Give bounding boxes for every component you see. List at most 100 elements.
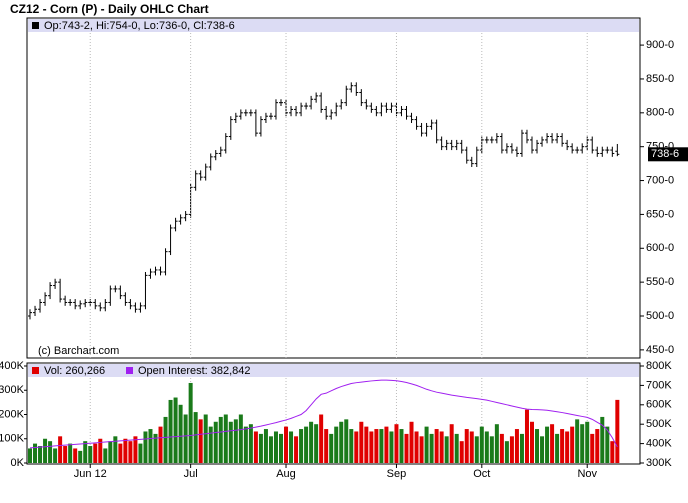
volume-bar [324,429,329,463]
legend-swatch [32,367,39,374]
volume-bar [560,429,565,463]
volume-bar [299,429,304,463]
volume-bar [374,429,379,463]
volume-bar [173,397,178,463]
volume-bar [419,436,424,463]
y-tick-label: 450-0 [646,344,674,356]
volume-bar [519,433,524,463]
y2-tick-label: 600K [646,399,672,411]
volume-bar [108,441,113,463]
volume-bar [394,424,399,463]
volume-bar [228,421,233,463]
volume-bar [138,443,143,463]
volume-bar [258,433,263,463]
volume-bar [304,426,309,463]
volume-bar [88,446,93,463]
volume-bar [38,446,43,463]
volume-bar [128,441,133,463]
volume-bar [314,424,319,463]
volume-bar [439,431,444,463]
y2-tick-label: 800K [646,360,672,372]
volume-bar [570,426,575,463]
y2-tick-label: 700K [646,379,672,391]
volume-bar [449,424,454,463]
annotation: (c) Barchart.com [38,345,119,357]
volume-bar [78,450,83,463]
volume-bar [279,433,283,463]
volume-bar [48,441,53,463]
open-interest-line [29,379,618,449]
price-panel [26,17,641,359]
volume-bar [424,426,429,463]
volume-bar [369,431,374,463]
volume-bar [565,431,570,463]
volume-bar [339,421,344,463]
volume-bar [514,429,519,463]
volume-bar [409,421,414,463]
volume-bar [464,429,469,463]
volume-bar [474,436,479,463]
volume-bar [153,433,158,463]
volume-bar [334,426,339,463]
volume-bar [600,416,605,463]
volume-bar [484,431,489,463]
legend-swatch [126,367,133,374]
volume-bar [469,431,474,463]
legend-label: Open Interest: 382,842 [138,365,251,377]
volume-bar [268,436,273,463]
volume-bar [284,426,289,463]
volume-bar [319,414,324,463]
y-tick-label: 800-0 [646,107,674,119]
volume-bar [203,414,208,463]
legend-swatch [32,22,39,29]
volume-bar [329,433,334,463]
x-tick-label: Oct [473,468,490,480]
volume-bar [53,448,58,463]
x-tick-label: Aug [276,468,296,480]
volume-bar [575,419,580,463]
volume-bar [479,426,484,463]
volume-bar [158,426,163,463]
volume-bar [459,441,464,463]
volume-bar [434,429,439,463]
volume-bar [359,421,364,463]
y-tick-label: 700-0 [646,174,674,186]
y-tick-label: 550-0 [646,276,674,288]
volume-bar [615,399,620,463]
volume-bar [28,448,32,463]
volume-bar [218,416,223,463]
volume-bar [233,419,238,463]
volume-bar [294,436,299,463]
volume-bar [610,441,615,463]
volume-bar [414,431,419,463]
volume-bar [499,433,504,463]
y-tick-label: 200K [0,408,25,420]
legend-label: Vol: 260,266 [44,365,105,377]
volume-bar [605,426,610,463]
volume-bar [33,443,38,463]
volume-bar [540,436,545,463]
volume-bar [454,433,459,463]
last-price-box [648,147,688,162]
volume-bar [208,426,213,463]
volume-bar [273,431,278,463]
volume-bar [113,436,118,463]
volume-bar [118,443,123,463]
volume-bar [143,431,148,463]
volume-bar [535,429,540,463]
volume-bar [504,441,509,463]
volume-bar [198,419,203,463]
y2-tick-label: 500K [646,418,672,430]
volume-bar [68,443,73,463]
volume-bar [585,421,590,463]
x-tick-label: Sep [387,468,407,480]
volume-bar [253,431,258,463]
volume-bar [193,412,198,463]
y-tick-label: 900-0 [646,39,674,51]
x-tick-label: Jun 12 [74,468,107,480]
volume-bar [590,433,595,463]
volume-bar [263,429,268,463]
volume-bar [148,429,153,463]
volume-bar [213,421,218,463]
